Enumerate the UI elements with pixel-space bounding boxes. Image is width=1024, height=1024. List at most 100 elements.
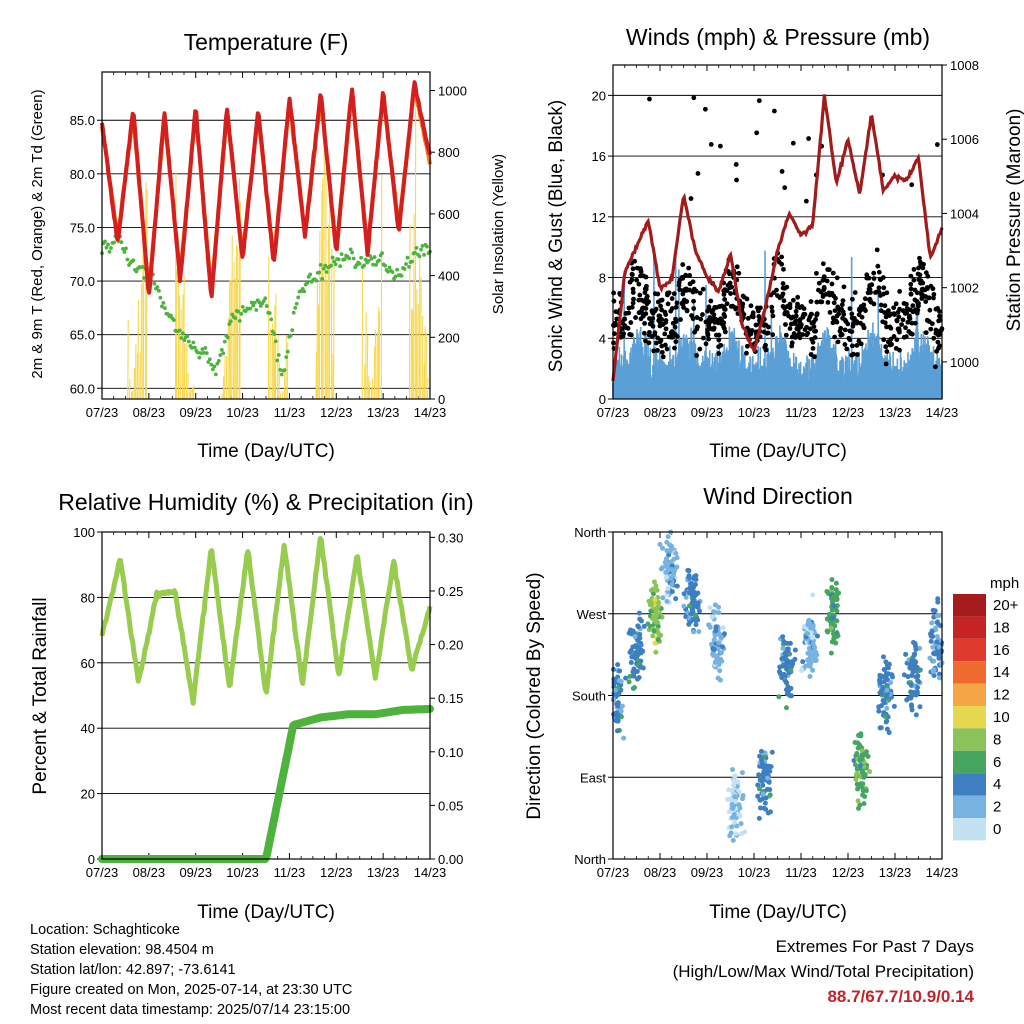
direction-point: [913, 692, 919, 698]
direction-point: [862, 793, 868, 799]
gust-point: [809, 336, 815, 342]
gust-point: [881, 337, 887, 343]
direction-point: [730, 814, 736, 820]
gust-point: [628, 332, 634, 338]
gust-point: [884, 324, 889, 330]
gust-point: [659, 316, 664, 322]
dewpoint-point: [425, 244, 429, 249]
dewpoint-point: [366, 259, 371, 263]
direction-point: [694, 602, 700, 608]
dewpoint-point: [125, 257, 130, 262]
y-tick-label-right: 1000: [950, 355, 979, 370]
gust-point: [931, 295, 936, 301]
gust-point: [814, 270, 819, 276]
x-tick-label: 13/23: [367, 865, 400, 880]
direction-point: [813, 652, 819, 658]
colorbar-label: 6: [993, 754, 1001, 771]
gust-point: [652, 330, 658, 336]
direction-point: [686, 621, 692, 627]
direction-point: [631, 673, 637, 679]
y-tick-label-right: 1004: [950, 206, 979, 221]
dewpoint-point: [407, 264, 411, 269]
extremes-subheading: (High/Low/Max Wind/Total Precipitation): [672, 962, 974, 981]
dewpoint-point: [157, 288, 161, 293]
direction-point: [628, 660, 634, 666]
gust-point: [719, 317, 725, 323]
gust-point: [926, 295, 932, 301]
dewpoint-point: [399, 273, 404, 278]
dewpoint-point: [252, 300, 257, 305]
direction-point: [783, 705, 789, 711]
gust-point: [691, 306, 697, 311]
y-tick-label-right: 200: [438, 330, 460, 345]
x-tick-label: 08/23: [644, 405, 677, 420]
gust-point: [867, 283, 873, 288]
direction-point: [623, 675, 629, 681]
gust-point: [935, 332, 941, 338]
x-tick-label: 12/23: [320, 405, 353, 420]
direction-point: [638, 658, 644, 664]
gust-point: [876, 285, 882, 291]
gust-point: [821, 284, 827, 290]
direction-point: [934, 619, 940, 625]
gust-point: [842, 342, 848, 347]
y-tick-label-left: 100: [73, 525, 95, 540]
gust-point: [783, 322, 788, 327]
gust-point: [722, 329, 728, 335]
direction-point: [729, 824, 735, 830]
x-tick-label: 09/23: [691, 865, 724, 880]
dewpoint-point: [308, 272, 313, 277]
gust-point: [806, 136, 812, 141]
direction-point: [779, 675, 785, 681]
gust-point: [671, 291, 677, 297]
x-tick-label: 07/23: [597, 405, 630, 420]
gust-point: [899, 322, 904, 328]
gust-point: [762, 344, 768, 350]
x-tick-label: 13/23: [879, 405, 912, 420]
dewpoint-point: [240, 304, 245, 309]
gust-point: [672, 324, 678, 330]
gust-point: [653, 340, 659, 346]
gust-point: [882, 320, 888, 326]
dewpoint-point: [249, 300, 254, 305]
gust-point: [643, 274, 649, 280]
direction-point: [931, 651, 937, 657]
gust-point: [834, 313, 840, 319]
direction-point: [861, 774, 867, 780]
gust-point: [816, 280, 822, 286]
gust-point: [824, 278, 830, 284]
direction-point: [935, 596, 941, 602]
gust-point: [655, 347, 660, 353]
direction-point: [829, 616, 835, 622]
dewpoint-point: [374, 263, 378, 267]
gust-point: [878, 302, 884, 308]
direction-point: [612, 679, 618, 685]
y-tick-label-left: 4: [599, 331, 606, 346]
direction-point: [760, 764, 766, 770]
gust-point: [753, 322, 759, 328]
y-tick-label-right: 600: [438, 207, 460, 222]
gust-point: [691, 95, 697, 101]
dewpoint-point: [198, 351, 203, 356]
gust-point: [804, 332, 810, 338]
dewpoint-point: [380, 251, 384, 256]
temperature-ylabel-left: 2m & 9m T (Red, Orange) & 2m Td (Green): [29, 89, 46, 378]
direction-point: [755, 782, 761, 788]
y-tick-label-left: North: [574, 852, 606, 867]
gust-point: [724, 301, 730, 307]
gust-point: [646, 332, 652, 338]
y-tick-label-right: 0.30: [438, 530, 463, 545]
direction-point: [931, 658, 937, 664]
gust-point: [695, 324, 700, 330]
gust-point: [669, 306, 675, 311]
gust-point: [640, 311, 646, 317]
gust-point: [933, 327, 939, 333]
gust-point: [627, 279, 633, 285]
dewpoint-point: [314, 278, 319, 283]
direction-point: [877, 678, 883, 684]
dewpoint-point: [189, 345, 194, 350]
direction-point: [781, 638, 787, 644]
dewpoint-point: [104, 245, 109, 250]
direction-point: [715, 675, 721, 681]
direction-point: [740, 793, 746, 799]
